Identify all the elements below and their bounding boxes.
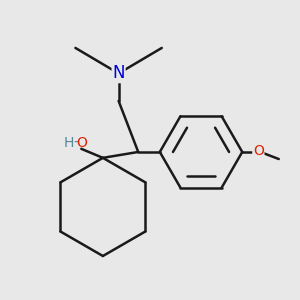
Text: O: O [76, 136, 88, 150]
Text: N: N [112, 64, 125, 82]
Text: O: O [253, 144, 264, 158]
Text: -: - [73, 136, 78, 150]
Text: H: H [64, 136, 74, 150]
